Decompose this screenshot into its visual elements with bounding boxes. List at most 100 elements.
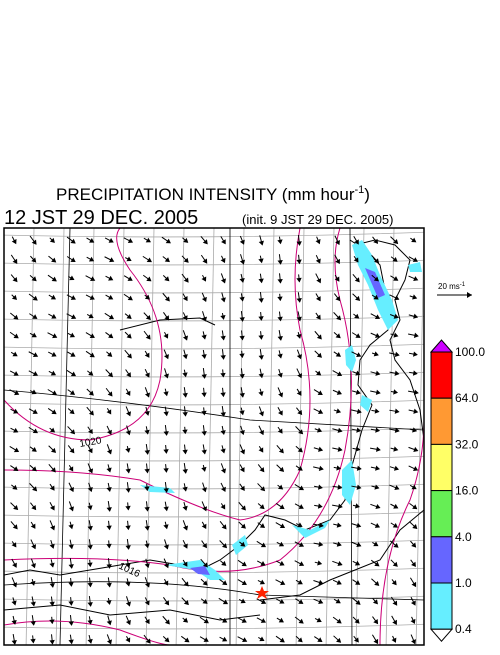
grid-line xyxy=(385,228,395,645)
wind-arrow-head xyxy=(126,372,131,378)
wind-arrow-head xyxy=(106,449,113,455)
wind-arrow-head xyxy=(69,390,76,395)
grid-line xyxy=(25,228,35,645)
wind-arrow-head xyxy=(68,466,74,472)
wind-arrow-head xyxy=(353,637,359,643)
wind-arrow-head xyxy=(392,256,398,262)
wind-arrow-head xyxy=(297,579,303,585)
wind-arrow-head xyxy=(239,335,245,341)
wind-arrow-head xyxy=(411,639,416,645)
wind-arrow-head xyxy=(296,277,302,283)
grid-line xyxy=(4,539,424,546)
wind-arrow-head xyxy=(316,370,322,376)
wind-arrow-head xyxy=(69,275,75,281)
wind-arrow-head xyxy=(87,638,93,644)
wind-arrow-head xyxy=(393,276,399,281)
wind-arrow-head xyxy=(32,371,39,376)
wind-arrow-head xyxy=(221,524,227,530)
map: 1020 1016 xyxy=(4,228,424,645)
wind-arrow-head xyxy=(87,448,93,454)
wind-arrow-head xyxy=(374,484,380,490)
wind-arrow-head xyxy=(106,639,113,645)
wind-arrow-head xyxy=(336,389,342,395)
wind-arrow-head xyxy=(89,333,95,338)
wind-arrow-head xyxy=(412,524,418,530)
wind-arrow-head xyxy=(356,522,362,528)
wind-arrow-head xyxy=(31,239,37,245)
wind-arrow-head xyxy=(355,580,361,585)
colorbar: 100.0 64.0 32.0 16.0 4.0 1.0 0.4 xyxy=(429,339,485,642)
wind-arrow-head xyxy=(50,370,57,376)
wind-arrow-head xyxy=(70,257,76,263)
wind-arrow-head xyxy=(393,313,399,319)
wind-arrow-head xyxy=(12,258,18,264)
init-time: (init. 9 JST 29 DEC. 2005) xyxy=(242,212,394,227)
wind-arrow-head xyxy=(144,410,150,416)
wind-arrow-head xyxy=(394,427,400,433)
wind-arrow-head xyxy=(298,504,304,509)
wind-arrow-head xyxy=(108,294,114,300)
coastline xyxy=(4,604,261,621)
wind-arrow-head xyxy=(68,639,74,645)
contour-label: 1016 xyxy=(117,561,142,581)
wind-arrow-head xyxy=(125,430,131,436)
wind-arrow-head xyxy=(106,487,112,492)
wind-arrow-head xyxy=(259,579,265,585)
wind-arrow-head xyxy=(336,579,342,585)
wind-arrow-head xyxy=(183,277,189,283)
wind-arrow-head xyxy=(89,352,95,358)
wind-arrow-head xyxy=(334,276,340,282)
wind-arrow-head xyxy=(182,449,188,455)
wind-arrow-head xyxy=(335,352,341,357)
wind-arrow-head xyxy=(239,373,245,379)
wind-arrow-head xyxy=(182,392,188,398)
wind-arrow-head xyxy=(164,296,170,302)
wind-arrow-head xyxy=(393,446,399,452)
wind-arrow-head xyxy=(49,601,55,607)
wind-arrow-head xyxy=(222,580,228,586)
wind-arrow-head xyxy=(411,561,416,568)
wind-arrow-head xyxy=(240,449,246,455)
colorbar-segment xyxy=(430,443,453,492)
wind-arrow-head xyxy=(70,238,76,244)
wind-arrow-head xyxy=(356,408,362,414)
colorbar-segment xyxy=(430,490,453,538)
grid-line xyxy=(4,455,424,462)
wind-arrow-head xyxy=(336,541,342,547)
wind-arrow-head xyxy=(337,560,343,567)
colorbar-segment xyxy=(430,351,453,399)
wind-arrow-head xyxy=(220,504,226,510)
wind-arrow-head xyxy=(277,372,283,378)
wind-arrow-head xyxy=(145,638,151,644)
wind-arrow-head xyxy=(163,373,169,379)
colorbar-segment xyxy=(430,536,453,584)
wind-arrow-head xyxy=(392,522,398,528)
wind-arrow-head xyxy=(239,259,246,265)
wind-arrow-head xyxy=(30,523,36,529)
precip-area xyxy=(342,460,356,505)
wind-arrow-head xyxy=(394,485,400,491)
wind-arrow-head xyxy=(144,600,150,606)
wind-scale-head xyxy=(467,292,472,298)
wind-arrow-head xyxy=(316,278,322,284)
wind-arrow-head xyxy=(125,581,131,587)
wind-arrow-head xyxy=(393,239,399,245)
wind-arrow-head xyxy=(183,581,189,587)
wind-arrow-head xyxy=(144,468,150,474)
wind-arrow-head xyxy=(297,465,303,471)
wind-arrow-head xyxy=(127,238,134,243)
grid-line xyxy=(115,228,125,645)
wind-arrow-head xyxy=(277,335,283,341)
wind-arrow-head xyxy=(374,523,381,528)
grid-line xyxy=(4,623,424,630)
wind-arrow-head xyxy=(144,294,151,300)
wind-arrow-head xyxy=(182,561,188,567)
wind-arrow-head xyxy=(11,619,17,625)
colorbar-segment xyxy=(430,582,453,630)
wind-arrow-head xyxy=(220,278,227,284)
wind-arrow-head xyxy=(164,315,170,321)
wind-arrow-head xyxy=(31,276,37,282)
wind-arrow-head xyxy=(297,373,303,379)
wind-arrow-head xyxy=(220,430,226,435)
wind-arrow-head xyxy=(202,506,208,512)
